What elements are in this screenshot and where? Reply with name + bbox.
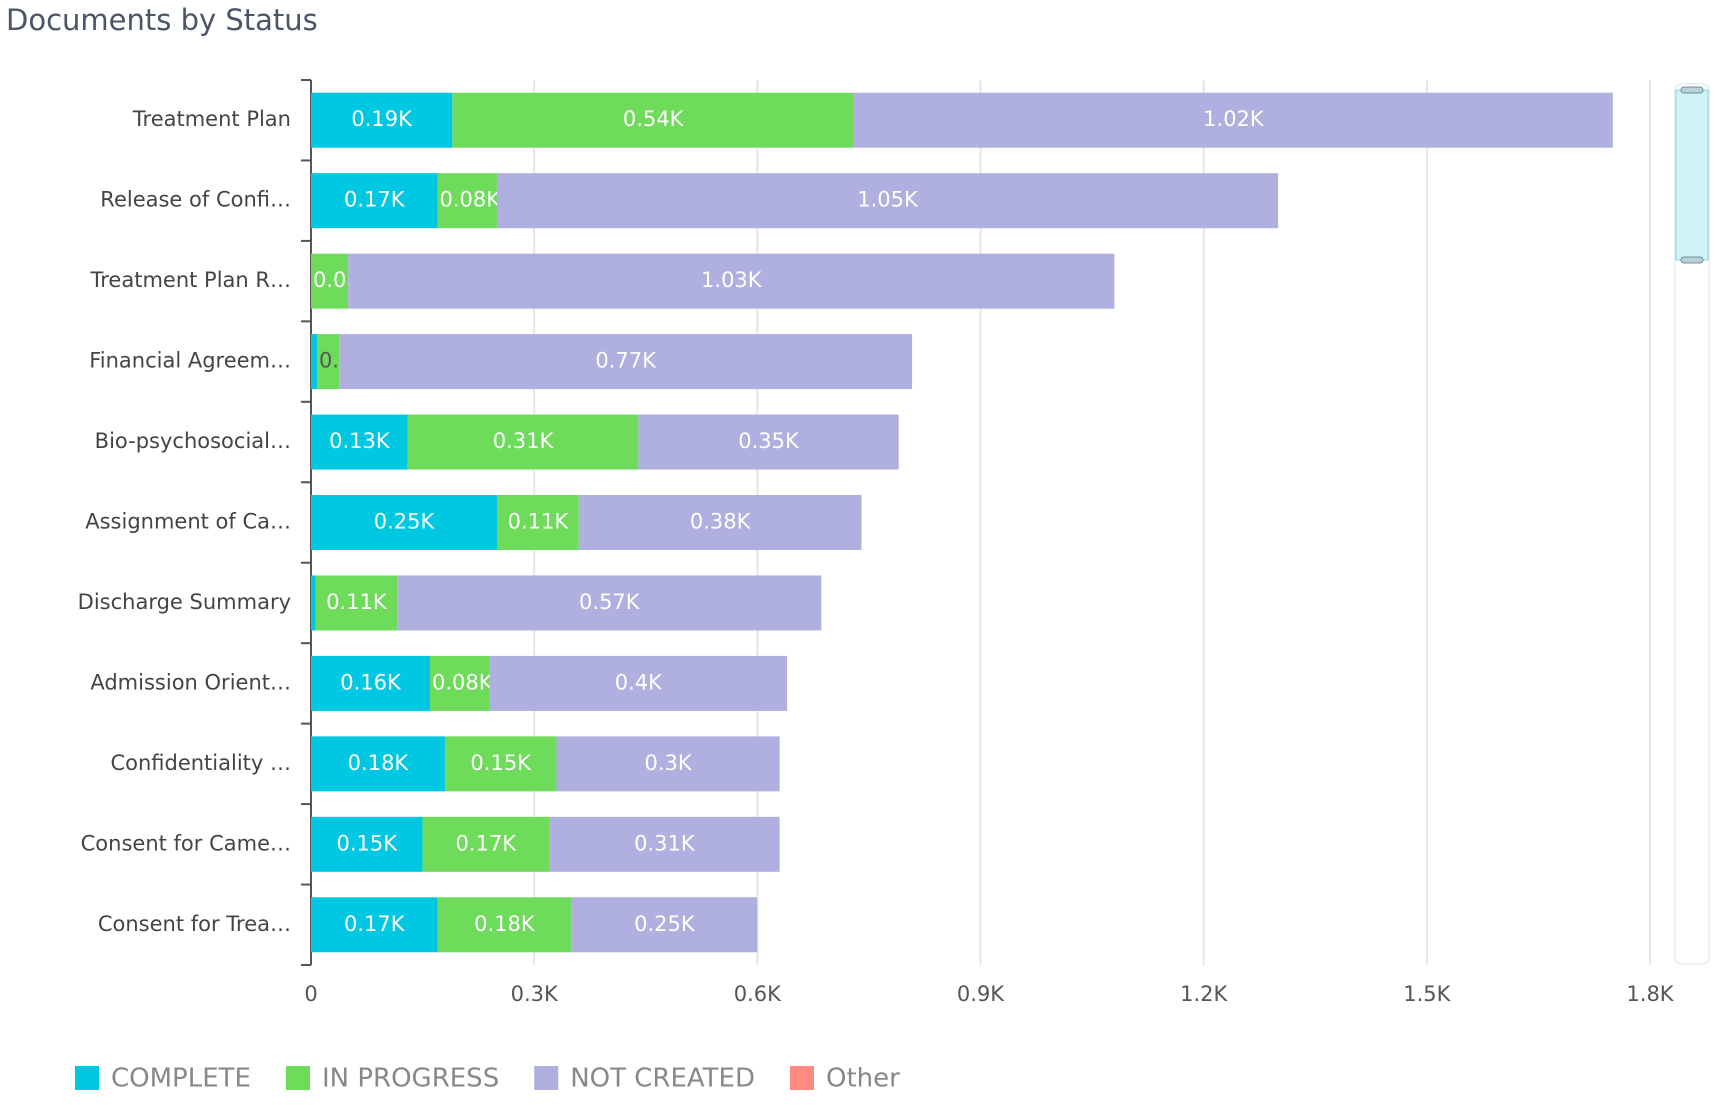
bar-segment (444, 736, 557, 792)
y-tick-label: Confidentiality … (110, 751, 291, 775)
bar-segment (437, 173, 497, 229)
chart-title: Documents by Status (6, 3, 318, 37)
bar-segment (437, 897, 572, 953)
x-tick-label: 0 (304, 982, 317, 1006)
bar-segment (489, 655, 788, 711)
x-tick-label: 0.3K (511, 982, 559, 1006)
bar-segment (571, 897, 758, 953)
scrollbar-handle[interactable] (1680, 256, 1704, 264)
data-label: 1.05K (857, 188, 919, 212)
y-tick-label: Discharge Summary (78, 590, 291, 614)
data-label: 1.02K (1203, 107, 1265, 131)
legend-label: COMPLETE (111, 1064, 251, 1094)
bar-segment (315, 575, 398, 631)
data-label: 0.15K (337, 831, 399, 855)
data-label: 0.31K (634, 831, 696, 855)
bar-segment (311, 173, 438, 229)
bar-segment (311, 92, 453, 148)
legend-label: NOT CREATED (570, 1064, 755, 1094)
legend-swatch (534, 1066, 559, 1090)
data-label: 0.17K (344, 912, 406, 936)
data-label: 0.15K (470, 751, 532, 775)
data-label: 0.31K (493, 429, 555, 453)
bar-segment (339, 334, 913, 390)
x-tick-label: 1.8K (1626, 982, 1674, 1006)
legend-swatch (790, 1066, 815, 1090)
data-label: 0.35K (738, 429, 800, 453)
data-label: 0.57K (579, 590, 641, 614)
bar-segment (407, 414, 639, 470)
scrollbar-thumb[interactable] (1675, 89, 1709, 261)
bar-segment (311, 414, 408, 470)
bar-segment (496, 173, 1279, 229)
data-label: 0.25K (374, 510, 436, 534)
scrollbar-handle[interactable] (1680, 86, 1704, 94)
y-tick-label: Financial Agreem… (89, 349, 291, 373)
bar-segment (311, 253, 349, 309)
x-tick-label: 0.9K (957, 982, 1005, 1006)
y-tick-label: Assignment of Ca… (85, 510, 291, 534)
data-label: 0.25K (634, 912, 696, 936)
y-tick-label: Release of Confi… (100, 188, 291, 212)
bar-segment (422, 816, 550, 872)
data-label: 0.13K (329, 429, 391, 453)
data-label: 0.19K (351, 107, 413, 131)
legend-swatch (75, 1066, 99, 1090)
data-label: 0.3K (644, 751, 692, 775)
data-label: 1.03K (701, 268, 763, 292)
bar-segment (854, 92, 1613, 148)
legend-label: Other (826, 1064, 900, 1094)
y-tick-label: Treatment Plan (132, 107, 291, 131)
data-label: 0.08K (439, 188, 501, 212)
bar-segment (311, 736, 445, 792)
data-label: 0.38K (690, 510, 752, 534)
legend-swatch (285, 1066, 310, 1090)
bar-segment (311, 816, 423, 872)
data-label: 0.17K (344, 188, 406, 212)
data-label: 0.18K (474, 912, 536, 936)
data-label: 0.18K (348, 751, 410, 775)
y-tick-label: Admission Orient… (90, 670, 291, 694)
data-label: 0.54K (623, 107, 685, 131)
x-tick-label: 0.6K (734, 982, 782, 1006)
data-label: 0.11K (508, 510, 570, 534)
x-tick-label: 1.2K (1180, 982, 1228, 1006)
scrollbar-track[interactable] (1674, 83, 1710, 965)
bar-segment (430, 655, 490, 711)
legend-label: IN PROGRESS (322, 1064, 499, 1094)
bar-segment (311, 575, 316, 631)
y-tick-label: Bio-psychosocial… (95, 429, 291, 453)
data-label: 0.11K (326, 590, 388, 614)
y-tick-label: Consent for Came… (81, 831, 291, 855)
y-tick-label: Treatment Plan R… (90, 268, 291, 292)
bar-segment (311, 495, 497, 550)
data-label: 0.17K (456, 831, 518, 855)
bar-segment (316, 334, 340, 390)
bar-segment (311, 334, 317, 390)
data-label: 0.77K (595, 349, 657, 373)
bar-segment (556, 736, 780, 792)
data-label: 0.4K (615, 670, 663, 694)
y-tick-label: Consent for Trea… (98, 912, 291, 936)
data-label: 0.08K (432, 670, 494, 694)
x-tick-label: 1.5K (1403, 982, 1451, 1006)
bar-segment (578, 495, 862, 550)
bar-segment (638, 414, 899, 470)
bar-segment (348, 253, 1115, 309)
bar-segment (311, 897, 438, 953)
bar-segment (452, 92, 855, 148)
bar-segment (311, 655, 431, 711)
data-label: 0.16K (340, 670, 402, 694)
bar-segment (549, 816, 780, 872)
bar-segment (397, 575, 822, 631)
bar-segment (496, 495, 579, 550)
